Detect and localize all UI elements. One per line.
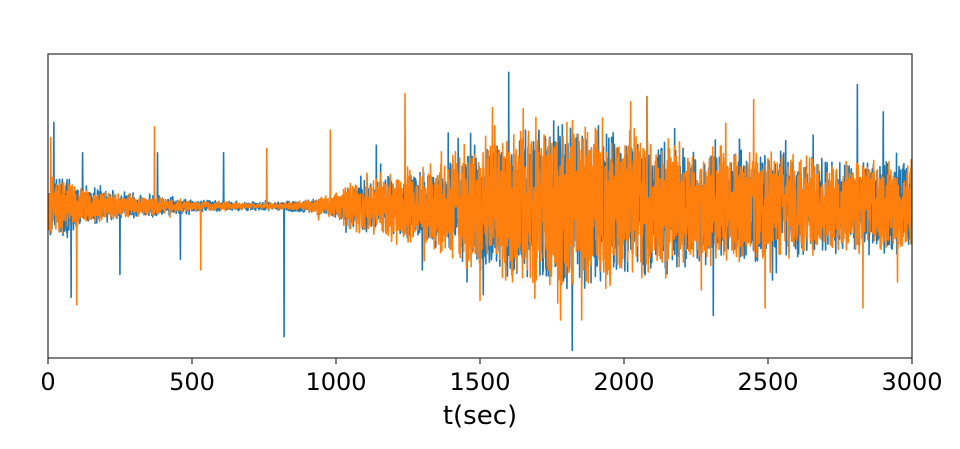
x-tick-label: 1500	[449, 368, 510, 396]
x-tick-label: 3000	[881, 368, 942, 396]
x-tick-label: 2000	[593, 368, 654, 396]
x-tick-label: 1000	[305, 368, 366, 396]
series-line-2	[48, 92, 912, 321]
x-axis: 0 500 1000 1500 2000 2500 3000	[40, 358, 943, 396]
x-axis-label: t(sec)	[443, 401, 517, 431]
x-tick-label: 0	[40, 368, 55, 396]
x-tick-label: 500	[169, 368, 215, 396]
series-layer	[48, 71, 912, 352]
x-tick-label: 2500	[737, 368, 798, 396]
